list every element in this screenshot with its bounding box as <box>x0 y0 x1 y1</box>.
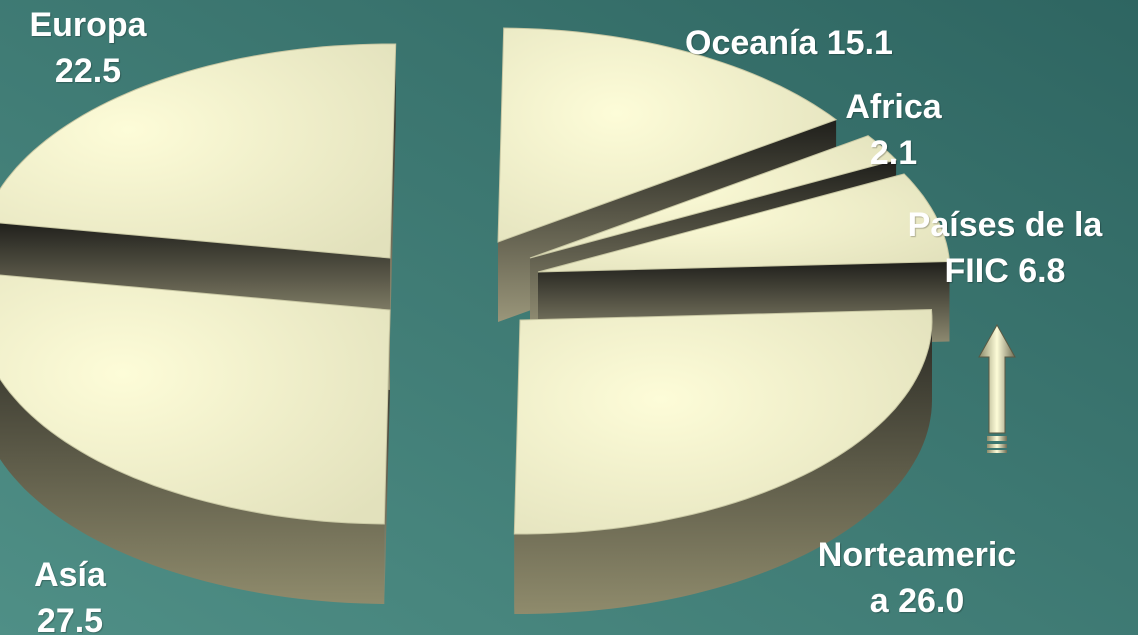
data-label-oceania: Oceanía 15.1 <box>664 20 914 66</box>
label-line: Oceanía 15.1 <box>685 24 893 62</box>
data-label-asia: Asía 27.5 <box>8 552 132 644</box>
label-line: a 26.0 <box>869 582 965 620</box>
label-line: Asía <box>34 556 106 594</box>
slice-cut-face-europa-1 <box>390 44 396 338</box>
data-label-fiic: Países de la FIIC 6.8 <box>888 202 1122 294</box>
label-line: Países de la <box>907 206 1103 244</box>
label-line: Norteameric <box>817 536 1017 574</box>
slice-side-asia-0 <box>0 379 385 604</box>
up-arrow-icon <box>978 323 1016 453</box>
data-label-norteamerica: Norteameric a 26.0 <box>800 532 1034 624</box>
pie-slice-fiic <box>537 173 951 273</box>
label-line: Africa <box>845 88 942 126</box>
pie-slice-asia <box>0 274 391 525</box>
pie-slice-oceania <box>497 27 838 243</box>
label-line: 2.1 <box>869 134 918 172</box>
pie-slices <box>0 27 951 614</box>
pie-slice-europa <box>0 43 397 259</box>
label-line: FIIC 6.8 <box>944 252 1066 290</box>
label-line: 22.5 <box>54 52 122 90</box>
pie-slice-norteamerica <box>513 308 933 535</box>
slice-side-norteamerica-0 <box>514 320 932 614</box>
pie-slice-africa <box>529 135 898 259</box>
data-label-africa: Africa 2.1 <box>826 84 961 176</box>
label-line: 27.5 <box>36 602 104 640</box>
label-line: Europa <box>29 6 147 44</box>
data-label-europa: Europa 22.5 <box>18 2 158 94</box>
